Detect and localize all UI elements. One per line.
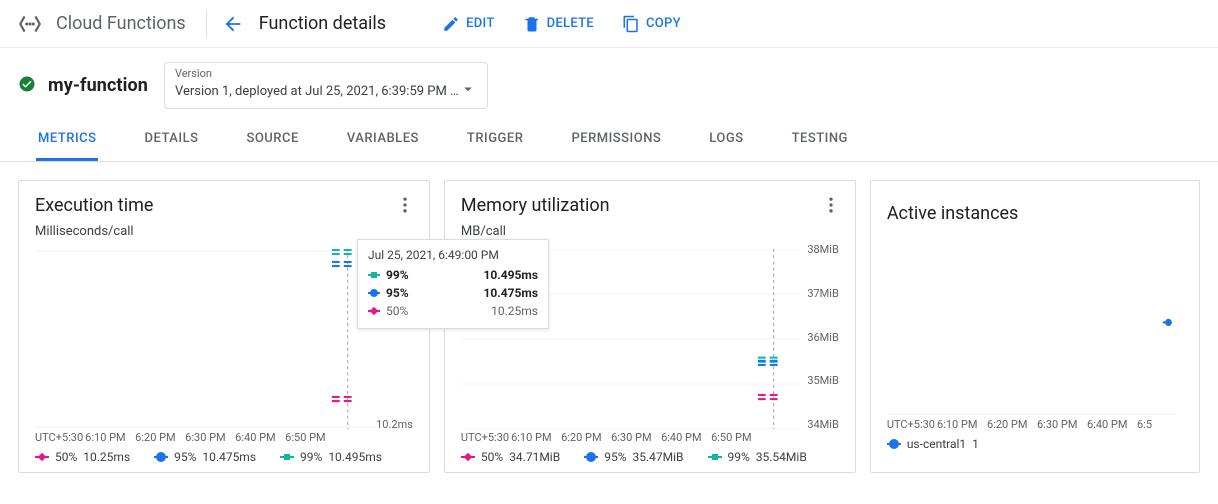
tab-bar: METRICS DETAILS SOURCE VARIABLES TRIGGER PERM… <box>0 119 1218 162</box>
tab-metrics[interactable]: METRICS <box>36 119 98 161</box>
back-arrow-icon[interactable] <box>221 12 245 36</box>
memory-xaxis: UTC+5:306:10 PM6:20 PM6:30 PM6:40 PM6:50… <box>461 431 841 444</box>
delete-button[interactable]: DELETE <box>523 15 594 33</box>
x-tick-label: 6:20 PM <box>135 431 183 444</box>
x-tick-label: UTC+5:30 <box>35 431 83 444</box>
active-instances-legend: us-central1 1 <box>887 437 1185 451</box>
legend-item: 50% 34.71MiB <box>461 450 560 464</box>
tab-trigger[interactable]: TRIGGER <box>465 119 526 161</box>
page-title: Function details <box>259 13 386 34</box>
memory-legend: 50% 34.71MiB 95% 35.47MiB 99% 35.54MiB <box>461 450 841 464</box>
x-tick-label: 6:30 PM <box>611 431 659 444</box>
charts-row: Execution time Milliseconds/call 10.5ms … <box>0 162 1218 477</box>
x-tick-label: 6:40 PM <box>235 431 283 444</box>
active-instances-xaxis: UTC+5:306:10 PM6:20 PM6:30 PM6:40 PM6:5 <box>887 418 1185 431</box>
delete-label: DELETE <box>547 16 594 31</box>
y-tick-label: 34MiB <box>807 418 839 431</box>
x-tick-label: UTC+5:30 <box>887 418 935 431</box>
memory-subtitle: MB/call <box>461 224 610 239</box>
tab-details[interactable]: DETAILS <box>142 119 200 161</box>
tooltip-row: 99%10.495ms <box>368 266 538 284</box>
action-bar: EDIT DELETE COPY <box>442 15 681 33</box>
active-instances-chart[interactable] <box>887 236 1177 416</box>
edit-label: EDIT <box>466 16 494 31</box>
function-name: my-function <box>48 75 148 96</box>
tab-testing[interactable]: TESTING <box>790 119 850 161</box>
legend-item: 99% 10.495ms <box>280 450 382 464</box>
execution-time-xaxis: UTC+5:306:10 PM6:20 PM6:30 PM6:40 PM6:50… <box>35 431 415 444</box>
execution-time-chart[interactable]: 10.5ms 10.2ms <box>35 249 375 429</box>
execution-time-card: Execution time Milliseconds/call 10.5ms … <box>18 180 430 473</box>
x-tick-label: 6:20 PM <box>561 431 609 444</box>
y-tick-label: 38MiB <box>807 243 839 256</box>
x-tick-label: 6:5 <box>1137 418 1185 431</box>
chevron-down-icon <box>459 80 477 102</box>
legend-item: 99% 35.54MiB <box>708 450 807 464</box>
tooltip-row: 95%10.475ms <box>368 284 538 302</box>
status-ok-icon <box>18 75 36 97</box>
legend-item: 95% 10.475ms <box>154 450 256 464</box>
function-header: my-function Version Version 1, deployed … <box>0 48 1218 119</box>
tab-source[interactable]: SOURCE <box>244 119 300 161</box>
tooltip-row: 50%10.25ms <box>368 302 538 320</box>
execution-time-legend: 50% 10.25ms 95% 10.475ms 99% 10.495ms <box>35 450 415 464</box>
edit-button[interactable]: EDIT <box>442 15 494 33</box>
y-tick-label: 37MiB <box>807 287 839 300</box>
card-menu-icon[interactable] <box>395 195 415 215</box>
top-bar: Cloud Functions Function details EDIT DE… <box>0 0 1218 48</box>
active-instances-title: Active instances <box>887 203 1185 224</box>
x-tick-label: 6:50 PM <box>285 431 333 444</box>
execution-time-title: Execution time <box>35 195 153 216</box>
tab-permissions[interactable]: PERMISSIONS <box>569 119 663 161</box>
product-title: Cloud Functions <box>56 13 186 34</box>
x-tick-label: 6:30 PM <box>1037 418 1085 431</box>
x-tick-label: 6:40 PM <box>1087 418 1135 431</box>
x-tick-label: 6:10 PM <box>937 418 985 431</box>
memory-title: Memory utilization <box>461 195 610 216</box>
card-menu-icon[interactable] <box>821 195 841 215</box>
tooltip-time: Jul 25, 2021, 6:49:00 PM <box>368 248 538 262</box>
legend-item: 50% 10.25ms <box>35 450 130 464</box>
copy-label: COPY <box>646 16 681 31</box>
copy-button[interactable]: COPY <box>622 15 681 33</box>
active-instances-card: Active instances UTC+5:306:10 PM6:20 PM6… <box>870 180 1200 473</box>
x-tick-label: 6:50 PM <box>711 431 759 444</box>
cloud-functions-icon <box>16 10 44 38</box>
divider <box>206 10 207 38</box>
x-tick-label: 6:30 PM <box>185 431 233 444</box>
x-tick-label: 6:20 PM <box>987 418 1035 431</box>
version-value: Version 1, deployed at Jul 25, 2021, 6:3… <box>175 84 459 99</box>
version-field-label: Version <box>175 67 477 80</box>
x-tick-label: 6:40 PM <box>661 431 709 444</box>
x-tick-label: 6:10 PM <box>511 431 559 444</box>
x-tick-label: UTC+5:30 <box>461 431 509 444</box>
x-tick-label: 6:10 PM <box>85 431 133 444</box>
y-tick-label: 35MiB <box>807 374 839 387</box>
chart-tooltip: Jul 25, 2021, 6:49:00 PM 99%10.495ms95%1… <box>357 239 549 329</box>
y-bottom-label: 10.2ms <box>376 418 413 431</box>
legend-item: us-central1 1 <box>887 437 979 451</box>
y-tick-label: 36MiB <box>807 331 839 344</box>
tab-logs[interactable]: LOGS <box>707 119 745 161</box>
execution-time-subtitle: Milliseconds/call <box>35 224 153 239</box>
tab-variables[interactable]: VARIABLES <box>345 119 421 161</box>
version-dropdown[interactable]: Version Version 1, deployed at Jul 25, 2… <box>164 62 488 109</box>
legend-item: 95% 35.47MiB <box>584 450 683 464</box>
